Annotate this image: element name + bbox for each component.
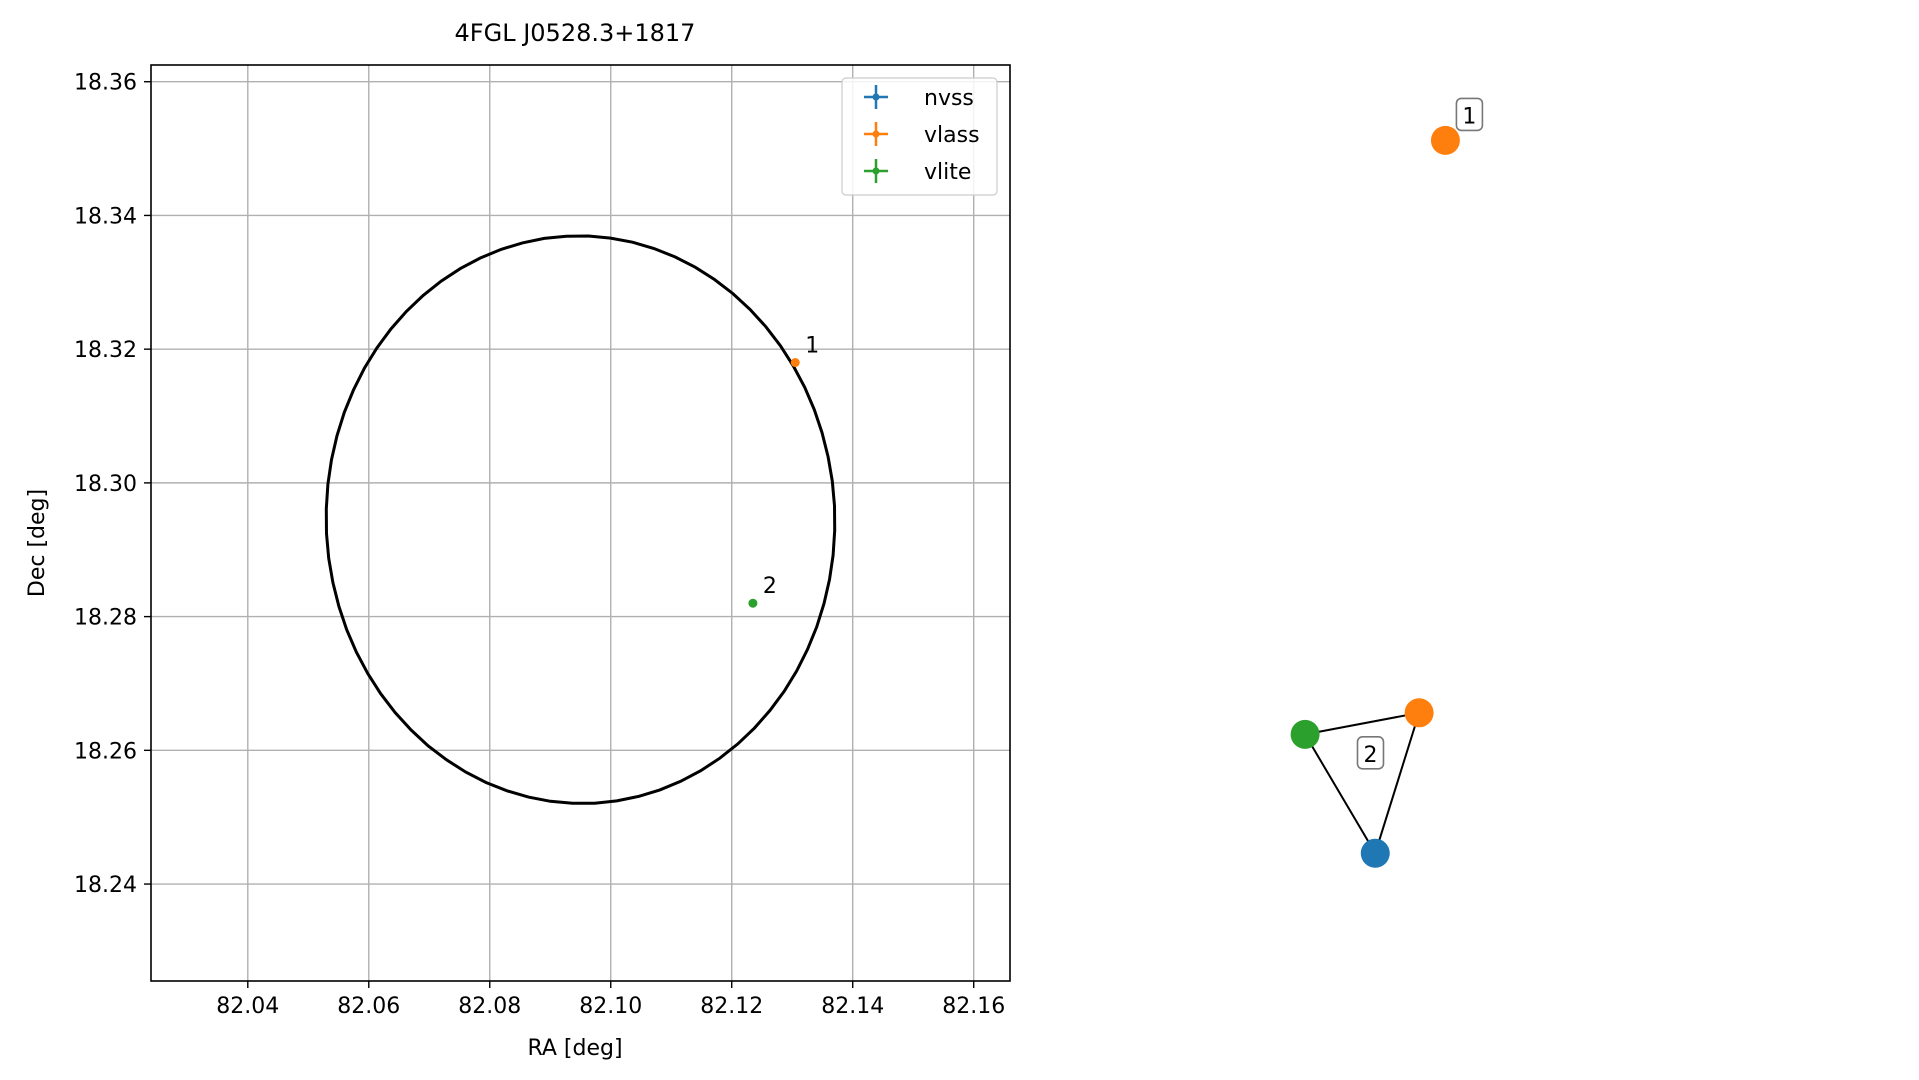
y-axis-label: Dec [deg] — [25, 489, 50, 597]
y-tick-label: 18.24 — [74, 873, 137, 898]
label-layer: 12 — [1356, 97, 1484, 770]
network-edge — [1304, 711, 1420, 736]
y-tick-labels: 18.24 18.26 18.28 18.30 18.32 18.34 18.36 — [74, 71, 151, 898]
x-axis-label: RA [deg] — [527, 1036, 622, 1061]
data-point-vlite — [748, 598, 758, 608]
y-tick-label: 18.36 — [74, 71, 137, 96]
y-tick-label: 18.34 — [74, 204, 137, 229]
legend-marker-vlite-dot — [872, 167, 880, 175]
point-label: 2 — [763, 574, 777, 599]
legend-marker-vlass-dot — [872, 130, 880, 138]
legend-marker-nvss-dot — [872, 93, 880, 101]
node-layer — [1290, 125, 1460, 868]
error-ellipse — [324, 234, 837, 805]
x-tick-label: 82.16 — [942, 994, 1005, 1019]
network-edge — [1304, 733, 1377, 854]
node-label: 2 — [1363, 743, 1377, 768]
y-tick-label: 18.32 — [74, 338, 137, 363]
legend-box — [841, 77, 998, 196]
x-tick-label: 82.14 — [821, 994, 884, 1019]
points-layer: 12 — [748, 334, 819, 608]
x-tick-label: 82.04 — [216, 994, 279, 1019]
network-node-nvss — [1360, 838, 1390, 868]
legend-item-nvss: nvss — [864, 85, 974, 111]
edge-layer — [1304, 711, 1421, 854]
x-tick-label: 82.08 — [458, 994, 521, 1019]
data-point-vlass — [790, 358, 800, 368]
legend: nvss vlass vlite — [841, 77, 998, 196]
x-tick-label: 82.12 — [700, 994, 763, 1019]
network-node-vlass — [1404, 698, 1434, 728]
node-label-box — [1455, 97, 1484, 132]
x-tick-label: 82.06 — [337, 994, 400, 1019]
point-label: 1 — [805, 334, 819, 359]
x-tick-label: 82.10 — [579, 994, 642, 1019]
network-panel: 12 — [1290, 97, 1484, 868]
legend-item-vlass: vlass — [864, 122, 980, 148]
node-label-box — [1356, 735, 1385, 770]
legend-item-vlite: vlite — [864, 159, 971, 185]
network-node-vlass — [1430, 125, 1460, 155]
y-tick-label: 18.30 — [74, 472, 137, 497]
node-label: 1 — [1462, 104, 1476, 129]
y-tick-label: 18.28 — [74, 606, 137, 631]
legend-label-nvss: nvss — [924, 86, 974, 111]
error-ellipse-layer — [324, 234, 837, 805]
legend-label-vlass: vlass — [924, 123, 980, 148]
network-edge — [1374, 712, 1421, 854]
scatter-panel: 4FGL J0528.3+1817 12 82.04 82.06 82.08 82.1… — [25, 19, 1011, 1061]
grid-layer — [151, 65, 1010, 981]
legend-label-vlite: vlite — [924, 160, 971, 185]
y-tick-label: 18.26 — [74, 739, 137, 764]
plot-frame — [150, 64, 1011, 982]
network-node-vlite — [1290, 719, 1320, 749]
x-tick-labels: 82.04 82.06 82.08 82.10 82.12 82.14 82.16 — [216, 981, 1005, 1019]
chart-title: 4FGL J0528.3+1817 — [455, 19, 696, 47]
